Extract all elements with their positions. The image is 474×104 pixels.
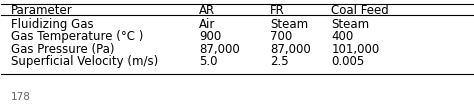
Text: Gas Temperature (°C ): Gas Temperature (°C ) <box>11 30 143 43</box>
Text: 2.5: 2.5 <box>270 55 289 68</box>
Text: 178: 178 <box>11 92 31 102</box>
Text: Coal Feed: Coal Feed <box>331 4 389 17</box>
Text: Gas Pressure (Pa): Gas Pressure (Pa) <box>11 43 114 56</box>
Text: Parameter: Parameter <box>11 4 73 17</box>
Text: Steam: Steam <box>331 18 369 31</box>
Text: Fluidizing Gas: Fluidizing Gas <box>11 18 93 31</box>
Text: Superficial Velocity (m/s): Superficial Velocity (m/s) <box>11 55 158 68</box>
Text: 0.005: 0.005 <box>331 55 365 68</box>
Text: Air: Air <box>199 18 216 31</box>
Text: AR: AR <box>199 4 215 17</box>
Text: 87,000: 87,000 <box>270 43 311 56</box>
Text: FR: FR <box>270 4 285 17</box>
Text: 5.0: 5.0 <box>199 55 218 68</box>
Text: 101,000: 101,000 <box>331 43 380 56</box>
Text: Steam: Steam <box>270 18 308 31</box>
Text: 900: 900 <box>199 30 221 43</box>
Text: 700: 700 <box>270 30 292 43</box>
Text: 400: 400 <box>331 30 354 43</box>
Text: 87,000: 87,000 <box>199 43 240 56</box>
